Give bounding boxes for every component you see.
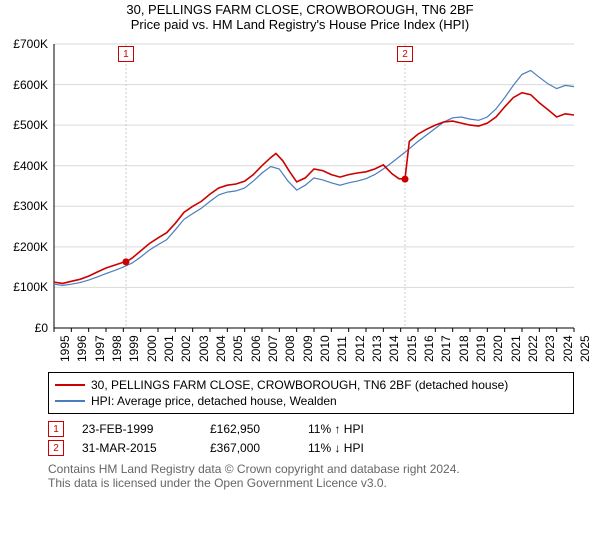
footer-attribution: Contains HM Land Registry data © Crown c… [48, 462, 574, 490]
x-axis-label: 2022 [526, 335, 540, 362]
legend-swatch-1 [55, 384, 85, 386]
sale-events: 1 23-FEB-1999 £162,950 11% ↑ HPI 2 31-MA… [48, 418, 574, 456]
x-axis-label: 2019 [474, 335, 488, 362]
legend: 30, PELLINGS FARM CLOSE, CROWBOROUGH, TN… [48, 372, 574, 414]
x-axis-label: 1996 [75, 335, 89, 362]
y-axis-label: £200K [0, 240, 48, 254]
event-row: 2 31-MAR-2015 £367,000 11% ↓ HPI [48, 440, 574, 456]
event-row: 1 23-FEB-1999 £162,950 11% ↑ HPI [48, 421, 574, 437]
x-axis-label: 2007 [266, 335, 280, 362]
y-axis-label: £100K [0, 280, 48, 294]
x-axis-label: 2015 [405, 335, 419, 362]
event-marker-1: 1 [48, 421, 64, 437]
x-axis-label: 2011 [335, 336, 349, 362]
x-axis-label: 2005 [231, 335, 245, 362]
sale-marker-2: 2 [397, 46, 413, 62]
x-axis-label: 2023 [543, 335, 557, 362]
legend-row: 30, PELLINGS FARM CLOSE, CROWBOROUGH, TN… [55, 377, 567, 393]
sale-marker-1: 1 [118, 46, 134, 62]
x-axis-label: 2003 [197, 335, 211, 362]
x-axis-label: 2002 [179, 335, 193, 362]
event-price-1: £162,950 [210, 422, 290, 436]
chart-titles: 30, PELLINGS FARM CLOSE, CROWBOROUGH, TN… [0, 2, 600, 32]
x-axis-label: 2020 [491, 335, 505, 362]
x-axis-label: 2016 [422, 335, 436, 362]
x-axis-label: 2006 [249, 335, 263, 362]
x-axis-label: 2013 [370, 335, 384, 362]
event-delta-2: 11% ↓ HPI [308, 441, 364, 455]
y-axis-label: £600K [0, 78, 48, 92]
footer-line-2: This data is licensed under the Open Gov… [48, 476, 574, 490]
y-axis-label: £700K [0, 37, 48, 51]
chart-area: £0 £100K £200K £300K £400K £500K £600K £700K 199… [0, 36, 584, 366]
legend-swatch-2 [55, 400, 85, 402]
title-line-2: Price paid vs. HM Land Registry's House … [0, 17, 600, 32]
x-axis-label: 2025 [578, 335, 592, 362]
x-axis-label: 1995 [58, 335, 72, 362]
x-axis-label: 2008 [283, 335, 297, 362]
x-axis-label: 1999 [127, 335, 141, 362]
event-price-2: £367,000 [210, 441, 290, 455]
x-axis-label: 2017 [439, 335, 453, 362]
x-axis-label: 1997 [93, 335, 107, 362]
x-axis-label: 1998 [110, 335, 124, 362]
y-axis-label: £300K [0, 199, 48, 213]
y-axis-label: £400K [0, 159, 48, 173]
footer-line-1: Contains HM Land Registry data © Crown c… [48, 462, 574, 476]
y-axis-label: £0 [0, 321, 48, 335]
event-delta-1: 11% ↑ HPI [308, 422, 364, 436]
x-axis-label: 2004 [214, 335, 228, 362]
event-marker-2: 2 [48, 440, 64, 456]
x-axis-label: 2012 [353, 335, 367, 362]
x-axis-label: 2014 [387, 335, 401, 362]
x-axis-label: 2009 [301, 335, 315, 362]
x-axis-label: 2021 [509, 335, 523, 362]
x-axis-label: 2000 [145, 335, 159, 362]
x-axis-label: 2024 [561, 335, 575, 362]
x-axis-label: 2018 [457, 335, 471, 362]
title-line-1: 30, PELLINGS FARM CLOSE, CROWBOROUGH, TN… [0, 2, 600, 17]
legend-row: HPI: Average price, detached house, Weal… [55, 393, 567, 409]
x-axis-label: 2001 [162, 335, 176, 362]
y-axis-label: £500K [0, 118, 48, 132]
event-date-2: 31-MAR-2015 [82, 441, 192, 455]
legend-label-2: HPI: Average price, detached house, Weal… [91, 393, 337, 409]
event-date-1: 23-FEB-1999 [82, 422, 192, 436]
x-axis-label: 2010 [318, 335, 332, 362]
legend-label-1: 30, PELLINGS FARM CLOSE, CROWBOROUGH, TN… [91, 377, 508, 393]
